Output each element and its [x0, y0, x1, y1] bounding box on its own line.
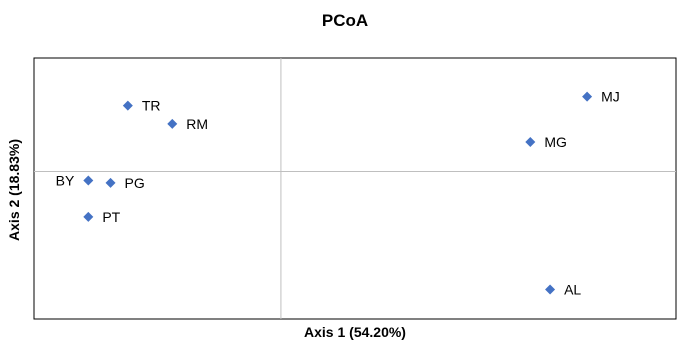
data-point-pt: PT	[83, 209, 121, 225]
plot-area-frame	[33, 57, 677, 320]
data-label: TR	[142, 98, 161, 114]
data-point-mg: MG	[525, 134, 567, 150]
diamond-marker	[167, 118, 178, 129]
data-label: AL	[564, 281, 581, 297]
diamond-marker	[525, 136, 536, 147]
data-point-rm: RM	[167, 116, 208, 132]
data-label: PG	[125, 175, 145, 191]
diamond-marker	[582, 91, 593, 102]
data-point-al: AL	[545, 281, 581, 297]
data-points-layer: TR RM BY PG PT MJ MG AL	[56, 89, 620, 298]
diamond-marker	[545, 284, 556, 295]
x-axis-label: Axis 1 (54.20%)	[304, 324, 406, 340]
diamond-marker	[122, 100, 133, 111]
data-point-pg: PG	[105, 175, 145, 191]
data-point-tr: TR	[122, 98, 161, 114]
diamond-marker	[83, 211, 94, 222]
data-label: PT	[102, 209, 120, 225]
chart-title: PCoA	[322, 11, 368, 30]
diamond-marker	[83, 175, 94, 186]
data-point-by: BY	[56, 173, 94, 189]
data-label: MJ	[601, 89, 620, 105]
data-label: MG	[544, 134, 567, 150]
y-axis-label: Axis 2 (18.83%)	[6, 139, 22, 241]
diamond-marker	[105, 177, 116, 188]
data-label: BY	[56, 173, 75, 189]
data-point-mj: MJ	[582, 89, 620, 105]
data-label: RM	[186, 116, 208, 132]
